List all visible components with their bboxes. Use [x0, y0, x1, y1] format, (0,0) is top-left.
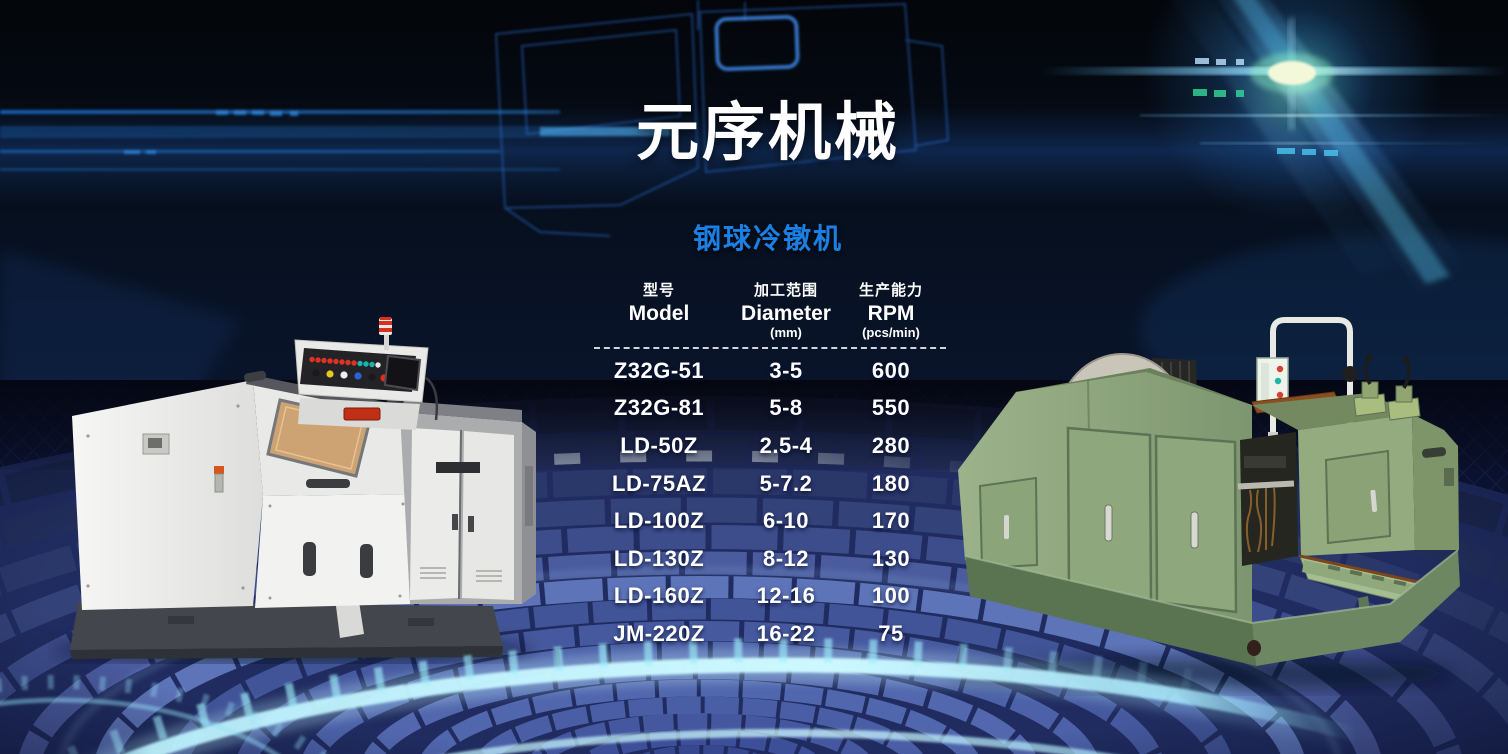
control-panel	[294, 339, 439, 430]
cell-diameter: 12-16	[756, 583, 816, 609]
cell-model: LD-100Z	[613, 508, 705, 534]
cell-diameter: 5-7.2	[759, 470, 813, 496]
spec-row: JM-220Z 16-22 75	[578, 615, 950, 653]
lens-flare	[1040, 0, 1508, 294]
right-door	[1324, 449, 1392, 545]
panel-red-label	[343, 407, 381, 421]
spec-row: Z32G-81 5-8 550	[578, 390, 950, 428]
company-title: 元序机械	[636, 98, 900, 168]
cell-diameter: 3-5	[769, 357, 803, 383]
spec-table: 型号 Model 加工范围 Diameter (mm) 生产能力 RPM (pc…	[578, 283, 950, 653]
machine-left-cabinet	[72, 380, 263, 610]
cell-model: LD-50Z	[620, 432, 698, 458]
left-light-streaks	[0, 110, 680, 171]
cell-model: Z32G-81	[613, 395, 705, 421]
spec-row: LD-50Z 2.5-4 280	[578, 427, 950, 465]
machine-front-panel	[255, 494, 414, 608]
cell-model: LD-130Z	[613, 545, 705, 571]
panel-buttons-row1	[309, 356, 381, 368]
cell-rpm: 130	[871, 545, 911, 571]
product-subtitle: 钢球冷镦机	[692, 223, 843, 254]
cell-diameter: 16-22	[756, 620, 816, 646]
right-section	[1252, 393, 1459, 556]
cell-diameter: 2.5-4	[759, 432, 813, 458]
cell-rpm: 600	[871, 357, 911, 383]
dashed-divider	[594, 347, 946, 349]
cell-rpm: 280	[871, 432, 911, 458]
pipe-knob	[1342, 366, 1358, 382]
spec-table-header: 型号 Model 加工范围 Diameter (mm) 生产能力 RPM (pc…	[578, 283, 950, 340]
col-header-rpm: 生产能力 RPM (pcs/min)	[858, 282, 923, 340]
cell-rpm: 180	[871, 470, 911, 496]
spec-row: LD-100Z 6-10 170	[578, 502, 950, 540]
spec-row: Z32G-51 3-5 600	[578, 352, 950, 390]
cell-diameter: 5-8	[769, 395, 803, 421]
spec-row: LD-160Z 12-16 100	[578, 578, 950, 616]
panel-screen	[383, 354, 422, 392]
cell-diameter: 8-12	[762, 545, 810, 571]
cell-model: JM-220Z	[613, 620, 705, 646]
spec-table-body: Z32G-51 3-5 600 Z32G-81 5-8 550 LD-50Z 2…	[578, 352, 950, 653]
cell-rpm: 100	[871, 583, 911, 609]
cell-diameter: 6-10	[762, 508, 810, 534]
blueprint-window-outline	[714, 14, 800, 72]
cell-rpm: 75	[878, 620, 904, 646]
cell-rpm: 550	[871, 395, 911, 421]
green-machine-photo	[946, 317, 1460, 690]
machine-body	[958, 368, 1252, 625]
tool-clamps	[1353, 354, 1421, 421]
col-header-diameter: 加工范围 Diameter (mm)	[741, 282, 831, 340]
cell-rpm: 170	[871, 508, 911, 534]
spec-row: LD-75AZ 5-7.2 180	[578, 465, 950, 503]
machine-right-cabinet	[400, 401, 536, 604]
mechanism-recess	[1237, 391, 1340, 566]
cell-model: LD-75AZ	[612, 470, 706, 496]
spec-row: LD-130Z 8-12 130	[578, 540, 950, 578]
cell-model: LD-160Z	[613, 583, 705, 609]
cell-model: Z32G-51	[613, 357, 705, 383]
col-header-model: 型号 Model	[628, 282, 690, 325]
signal-beacon	[379, 317, 392, 350]
